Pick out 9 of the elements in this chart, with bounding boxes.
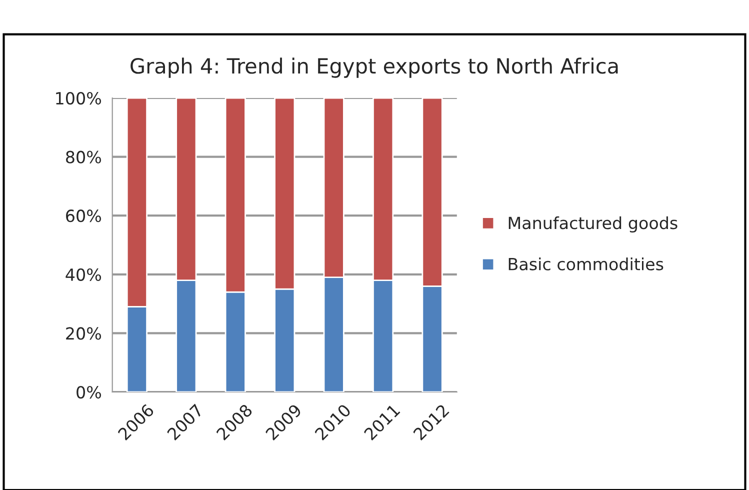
y-tick-label: 100% (56, 92, 102, 105)
y-tick-label: 0% (76, 386, 102, 399)
chart-title: Graph 4: Trend in Egypt exports to North Africa (130, 58, 618, 78)
y-tick-label: 40% (66, 268, 102, 281)
y-tick-label: 80% (66, 150, 102, 164)
y-tick-label: 60% (66, 210, 102, 222)
legend-label: Basic commodities (508, 258, 664, 270)
y-tick-label: 20% (66, 327, 102, 340)
legend-label: Manufactured goods (508, 216, 678, 232)
